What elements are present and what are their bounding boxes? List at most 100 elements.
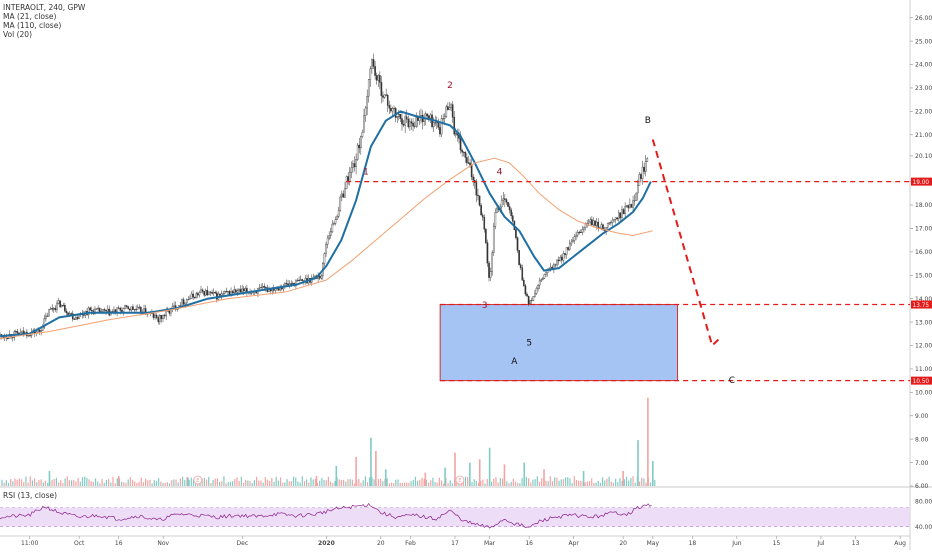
candle-body [195,293,198,299]
candle-body [483,216,486,230]
candle-body [361,131,364,137]
volume-bar [92,481,94,486]
candle-body [352,163,354,169]
candle-body [7,338,9,340]
candle-body [570,241,573,245]
candle-body [157,317,160,322]
candle-body [228,291,231,295]
candle-body [488,262,490,278]
volume-spike [187,477,189,486]
candle-body [214,292,217,294]
candle-body [440,118,443,135]
candle-body [461,149,463,153]
ma21-line [0,110,652,338]
candle-body [523,279,525,286]
candle-body [64,305,66,312]
candle-body [386,94,389,106]
candle-body [299,279,302,281]
candle-body [130,306,133,311]
volume-bar [588,480,591,486]
candle-body [265,287,267,289]
candle-body [542,278,544,280]
candle-body [203,291,205,296]
candle-body [580,231,582,233]
volume-bar [68,480,71,486]
candle-body [518,250,520,265]
volume-bar [186,476,188,486]
volume-bar [495,477,497,486]
volume-bar [105,480,108,486]
candle-body [572,240,574,243]
volume-bar [51,479,53,486]
wave-label: 5 [526,339,532,349]
volume-bar [564,477,567,486]
volume-bar [623,479,625,486]
volume-bar [410,481,412,486]
volume-bar [349,479,351,486]
candle-body [524,285,527,295]
candle-body [75,317,77,320]
price-label: 19.00 [913,180,930,186]
volume-bar [421,477,423,486]
volume-bar [116,478,118,486]
candle-body [15,331,17,333]
volume-bar [125,482,127,486]
volume-bar [242,482,245,486]
candle-body [374,66,376,76]
candle-body [236,290,239,293]
candle-body [502,198,505,201]
volume-bar [12,481,14,486]
candle-body [339,196,342,211]
y-tick-label: 6.00 [915,483,929,490]
candle-body [334,219,337,224]
candle-body [119,308,122,311]
volume-bar [103,482,105,486]
candle-body [367,79,370,97]
volume-bar [42,482,44,486]
volume-bar [371,477,373,486]
x-tick-label: 11:00 [21,540,38,547]
candle-body [543,274,546,279]
candle-body [559,256,562,262]
candle-body [103,309,106,311]
volume-bar [545,480,547,486]
candle-body [390,108,392,112]
candle-body [95,308,98,310]
candle-body [459,138,462,151]
volume-bar [34,478,36,486]
candle-body [57,300,60,304]
x-tick-label: Dec [237,540,249,547]
candle-body [413,125,416,127]
volume-bar [16,479,18,486]
volume-bar [634,482,636,486]
volume-spike [523,462,526,486]
volume-bar [649,482,652,486]
candle-body [90,309,93,312]
rsi-line [0,502,652,529]
x-tick-label: Aug [894,540,906,547]
volume-bar [181,476,184,486]
volume-bar [88,479,90,486]
candle-body [624,206,626,215]
volume-bar [578,480,580,486]
candle-body [89,307,92,311]
volume-bar [364,476,366,486]
earnings-marker-label: E [458,478,461,484]
candle-body [222,293,224,295]
candle-body [439,127,441,135]
candle-body [59,300,61,308]
volume-bar [475,480,477,486]
volume-bar [608,476,610,486]
candle-body [67,312,69,315]
candle-body [163,315,166,317]
volume-bar [123,482,125,486]
volume-bar [312,479,314,486]
volume-bar [366,482,369,486]
candle-body [48,309,50,317]
candle-body [219,293,221,296]
candle-body [328,235,330,239]
candle-body [584,224,587,228]
volume-bar [340,480,343,486]
volume-bar [232,481,234,486]
volume-bar [606,478,608,486]
